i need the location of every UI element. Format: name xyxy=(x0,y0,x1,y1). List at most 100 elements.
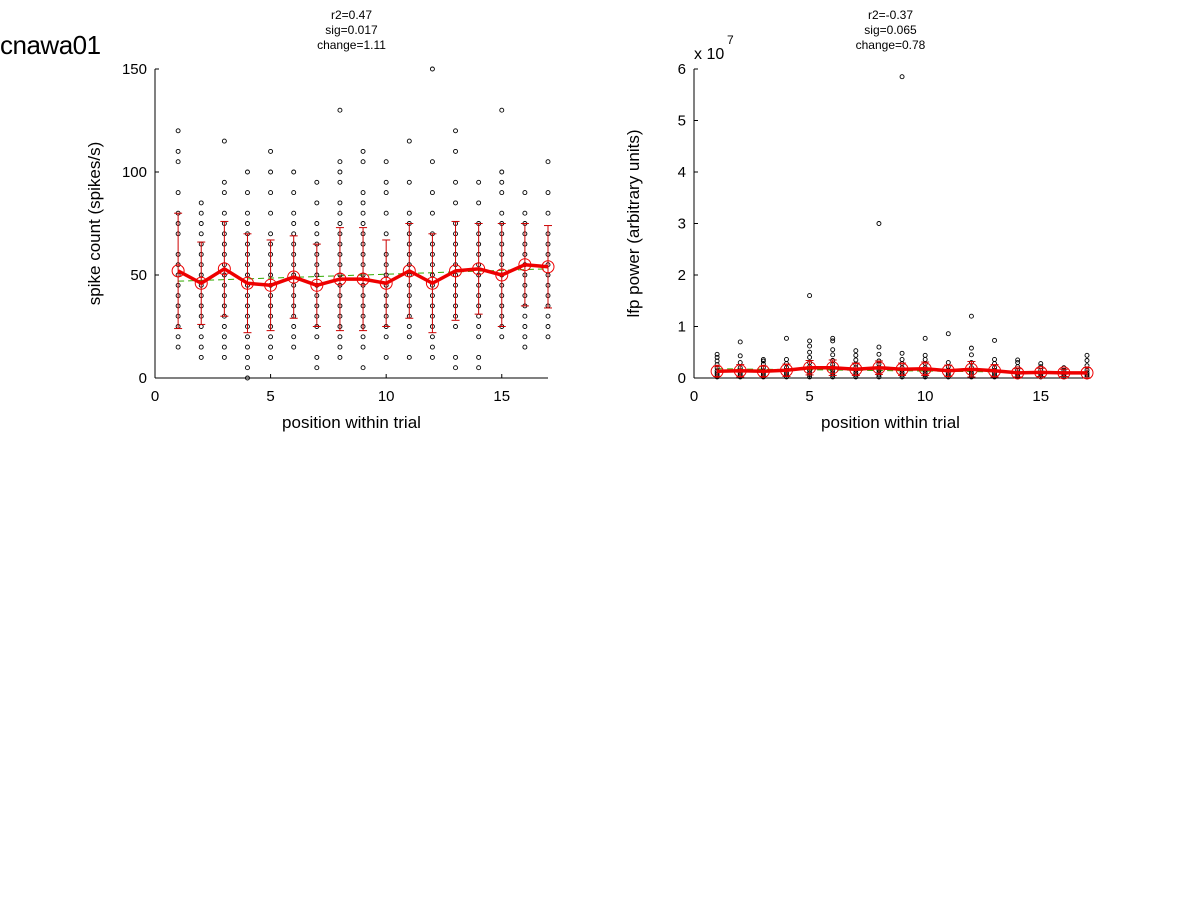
data-point xyxy=(545,313,551,319)
y-tick-label: 6 xyxy=(678,61,686,78)
data-point xyxy=(383,210,389,216)
mean-marker xyxy=(402,264,416,278)
stat-label: r2=0.47 xyxy=(331,8,372,22)
stat-label: change=0.78 xyxy=(856,38,926,52)
data-point xyxy=(545,159,551,165)
data-point xyxy=(314,179,320,185)
mean-marker xyxy=(779,363,793,377)
y-multiplier-exponent: 7 xyxy=(727,33,734,47)
data-point xyxy=(314,365,320,371)
mean-marker xyxy=(495,268,509,282)
mean-marker xyxy=(472,262,486,276)
data-point xyxy=(760,358,766,364)
data-point xyxy=(737,353,743,359)
mean-marker xyxy=(872,361,886,375)
data-point xyxy=(453,148,458,154)
data-point xyxy=(476,324,482,329)
data-point xyxy=(899,350,905,356)
data-point xyxy=(268,190,274,196)
data-point xyxy=(175,159,181,165)
data-point xyxy=(499,210,505,216)
data-point xyxy=(429,190,435,196)
x-tick-label: 15 xyxy=(1032,388,1049,405)
mean-marker xyxy=(733,364,747,378)
data-point xyxy=(291,334,297,340)
mean-marker xyxy=(941,364,955,378)
data-point xyxy=(992,357,997,362)
data-point xyxy=(221,138,227,144)
mean-marker xyxy=(803,361,817,375)
data-point xyxy=(383,231,389,237)
data-point xyxy=(291,221,297,226)
data-point xyxy=(245,365,250,371)
stat-label: sig=0.065 xyxy=(864,23,917,37)
data-point xyxy=(245,344,250,350)
data-point xyxy=(198,344,204,350)
mean-marker xyxy=(310,278,324,292)
data-point xyxy=(992,337,997,343)
data-point xyxy=(175,148,181,154)
y-tick-label: 100 xyxy=(122,164,147,181)
mean-marker xyxy=(449,264,463,278)
x-tick-label: 5 xyxy=(805,388,813,405)
data-point xyxy=(476,200,482,206)
data-point xyxy=(807,354,813,360)
data-point xyxy=(429,354,435,360)
y-tick-label: 1 xyxy=(678,319,686,336)
data-point xyxy=(360,221,366,226)
mean-marker xyxy=(1080,366,1094,380)
data-point xyxy=(545,210,551,216)
data-point xyxy=(291,324,297,329)
data-point xyxy=(406,179,412,185)
data-point xyxy=(175,190,181,196)
data-point xyxy=(922,335,928,341)
mean-marker xyxy=(287,270,301,284)
data-point xyxy=(406,334,412,340)
data-point xyxy=(198,231,204,237)
data-point xyxy=(1015,357,1021,363)
data-point xyxy=(876,221,882,226)
data-point xyxy=(337,354,343,360)
data-point xyxy=(221,179,227,185)
stat-label: r2=-0.37 xyxy=(868,8,913,22)
data-point xyxy=(1038,361,1044,367)
data-point xyxy=(968,313,974,319)
data-point xyxy=(453,354,458,360)
mean-marker xyxy=(710,364,724,378)
data-point xyxy=(853,348,859,354)
data-point xyxy=(522,313,528,319)
data-point xyxy=(383,159,389,165)
data-point xyxy=(968,345,974,351)
data-point xyxy=(499,107,505,113)
data-point xyxy=(175,128,181,134)
data-point xyxy=(383,354,389,360)
x-axis-label: position within trial xyxy=(821,413,960,432)
mean-marker xyxy=(1057,366,1071,380)
data-point xyxy=(453,365,458,371)
mean-marker xyxy=(333,272,347,286)
data-point xyxy=(314,231,320,237)
data-point xyxy=(245,334,250,340)
mean-marker xyxy=(918,362,932,376)
data-point xyxy=(406,138,412,144)
y-tick-label: 4 xyxy=(678,164,686,181)
data-point xyxy=(245,169,250,175)
data-point xyxy=(337,334,343,340)
data-point xyxy=(245,190,250,196)
y-tick-label: 0 xyxy=(678,370,686,387)
data-point xyxy=(337,107,343,113)
data-point xyxy=(922,357,928,362)
data-point xyxy=(1084,358,1090,363)
mean-marker xyxy=(988,364,1002,378)
data-point xyxy=(476,334,482,340)
data-point xyxy=(876,351,882,357)
data-point xyxy=(337,159,343,165)
figure-title: cnawa01 xyxy=(0,30,101,60)
data-point xyxy=(337,221,343,226)
data-point xyxy=(807,338,813,344)
data-point xyxy=(522,344,528,350)
data-point xyxy=(429,66,435,72)
data-point xyxy=(268,354,274,360)
data-point xyxy=(499,169,505,175)
